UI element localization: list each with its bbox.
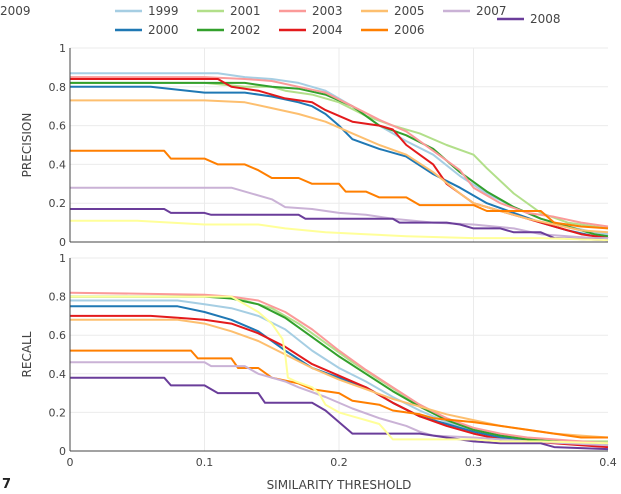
recall-y-tick-label: 0.2 bbox=[49, 406, 67, 419]
legend-label: 2007 bbox=[476, 4, 507, 18]
legend-item-2007: 2007 bbox=[443, 4, 507, 18]
recall-x-tick-label: 0.3 bbox=[465, 456, 483, 469]
recall-x-tick-label: 0.4 bbox=[599, 456, 617, 469]
precision-series-2005 bbox=[70, 99, 609, 234]
precision-series-2009 bbox=[70, 219, 609, 242]
recall-y-tick-label: 0.4 bbox=[49, 368, 67, 381]
legend-label: 2008 bbox=[530, 12, 561, 26]
legend-label: 2006 bbox=[394, 23, 425, 37]
legend-label: 2002 bbox=[230, 23, 261, 37]
recall-y-axis-title: RECALL bbox=[20, 331, 34, 377]
legend-label: 2001 bbox=[230, 4, 261, 18]
recall-series-2003 bbox=[69, 291, 609, 445]
legend-label: 2000 bbox=[148, 23, 179, 37]
precision-y-tick-label: 1 bbox=[59, 42, 66, 55]
recall-x-tick-label: 0 bbox=[67, 456, 74, 469]
legend-label: 2005 bbox=[394, 4, 425, 18]
legend-item-2006: 2006 bbox=[361, 23, 425, 37]
precision-series-2002 bbox=[70, 81, 609, 238]
recall-series-2006 bbox=[70, 349, 608, 439]
legend-item-1999: 1999 bbox=[115, 4, 179, 18]
x-axis-title: SIMILARITY THRESHOLD bbox=[267, 478, 412, 492]
recall-series-2007 bbox=[70, 361, 609, 447]
precision-series-2008 bbox=[70, 208, 609, 242]
precision-series-2006 bbox=[70, 149, 609, 230]
corner-mark: 7 bbox=[2, 477, 12, 492]
legend-item-2009: 2009 bbox=[0, 4, 31, 18]
recall-y-tick-label: 0.6 bbox=[49, 329, 67, 342]
legend-item-2000: 2000 bbox=[115, 23, 179, 37]
legend-label: 2004 bbox=[312, 23, 343, 37]
precision-series-2003 bbox=[70, 76, 609, 228]
legend-item-2003: 2003 bbox=[279, 4, 343, 18]
recall-series-2008 bbox=[70, 376, 609, 451]
precision-series-2007 bbox=[70, 186, 608, 240]
legend-item-2008: 2008 bbox=[497, 12, 561, 26]
recall-y-tick-label: 0.8 bbox=[49, 291, 67, 304]
legend-label: 1999 bbox=[148, 4, 179, 18]
legend-item-2005: 2005 bbox=[361, 4, 425, 18]
precision-y-tick-label: 0 bbox=[59, 236, 66, 249]
precision-y-tick-label: 0.2 bbox=[49, 197, 67, 210]
legend-label: 2003 bbox=[312, 4, 343, 18]
legend-item-2004: 2004 bbox=[279, 23, 343, 37]
precision-y-axis-title: PRECISION bbox=[20, 113, 34, 178]
recall-y-tick-label: 1 bbox=[59, 252, 66, 265]
recall-x-tick-label: 0.2 bbox=[330, 456, 348, 469]
precision-y-tick-label: 0.6 bbox=[49, 120, 67, 133]
precision-y-tick-label: 0.4 bbox=[49, 158, 67, 171]
recall-x-tick-label: 0.1 bbox=[196, 456, 214, 469]
legend-label: 2009 bbox=[0, 4, 31, 18]
recall-y-tick-label: 0 bbox=[59, 445, 66, 458]
recall-series-2009 bbox=[70, 295, 609, 445]
precision-y-tick-label: 0.8 bbox=[49, 81, 67, 94]
legend: 1999 2000 2001 2002 2003 2004 2005 2006 2007 2008… bbox=[0, 4, 561, 37]
legend-item-2001: 2001 bbox=[197, 4, 261, 18]
recall-series-2002 bbox=[70, 295, 609, 447]
legend-item-2002: 2002 bbox=[197, 23, 261, 37]
